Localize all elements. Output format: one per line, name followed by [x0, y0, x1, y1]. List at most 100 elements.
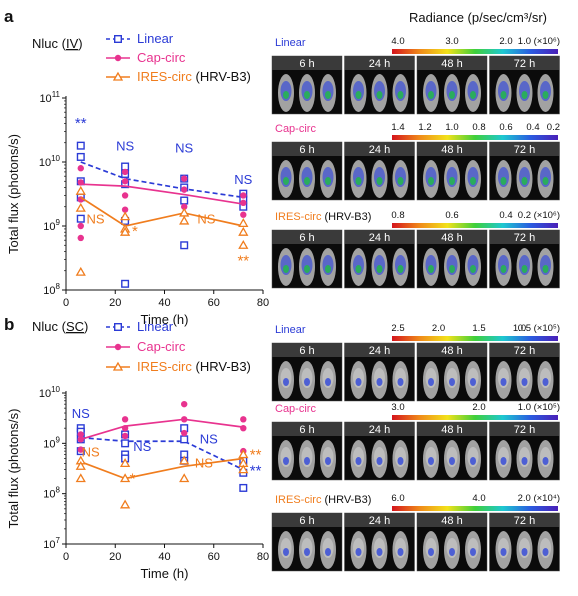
colorbar-tick-label: 2.0 — [472, 402, 485, 413]
legend-entry: Cap-circ — [106, 339, 186, 354]
signal-core — [428, 378, 434, 386]
signal-core — [521, 91, 528, 99]
signal-core — [500, 91, 507, 99]
series-line — [80, 183, 244, 205]
data-point — [77, 436, 84, 443]
signal-core — [428, 457, 434, 465]
signal-core — [500, 177, 507, 185]
signal-core — [376, 91, 383, 99]
imaging-tile: 24 h — [344, 229, 415, 289]
signal-core — [500, 265, 507, 273]
tile-header — [489, 56, 560, 70]
data-point — [238, 449, 249, 459]
signal-core — [542, 378, 549, 386]
imaging-tile: 48 h — [416, 342, 488, 402]
data-point — [77, 179, 84, 186]
tile-header — [417, 142, 487, 156]
significance-annotation: NS — [133, 439, 151, 454]
tile-header — [272, 513, 342, 527]
data-point — [181, 186, 188, 193]
signal-core — [355, 91, 362, 99]
signal-core — [470, 177, 476, 185]
colorbar-tick-label: 1.0 — [513, 323, 526, 334]
signal-core — [325, 457, 331, 465]
legend-label: IRES-circ (HRV-B3) — [137, 69, 251, 84]
timepoint-label: 24 h — [369, 515, 390, 527]
significance-annotation: ** — [250, 446, 262, 463]
data-point — [121, 432, 129, 440]
data-point — [179, 455, 190, 465]
x-tick-label: 60 — [208, 297, 220, 309]
colorbar-tick-label: 3.0 — [391, 402, 404, 413]
data-point — [181, 175, 188, 182]
tile-header — [417, 343, 487, 357]
signal-core — [397, 91, 404, 99]
tile-header — [272, 422, 342, 436]
signal-core — [428, 548, 434, 556]
significance-annotation: ** — [75, 115, 87, 132]
imaging-tile: 6 h — [271, 141, 343, 201]
timepoint-label: 48 h — [441, 144, 462, 156]
tile-header — [489, 230, 560, 244]
tile-header — [417, 422, 487, 436]
colorbar-tick-label: 4.0 — [391, 36, 404, 47]
tile-header — [272, 230, 342, 244]
data-point — [179, 215, 190, 225]
signal-core — [500, 457, 507, 465]
imaging-tile: 48 h — [416, 421, 488, 481]
significance-annotation: NS — [234, 172, 252, 187]
imaging-tile: 72 h — [489, 229, 560, 289]
data-point — [76, 141, 85, 150]
colorbar-tick-label: 1.2 — [418, 122, 431, 133]
signal-core — [397, 265, 404, 273]
colorbar-tick-label: 1.4 — [391, 122, 404, 133]
legend-label: Linear — [137, 319, 174, 334]
timepoint-label: 6 h — [299, 424, 314, 436]
tile-header — [489, 422, 560, 436]
data-point — [75, 266, 86, 276]
signal-core — [304, 177, 310, 185]
y-tick-label: 109 — [43, 218, 60, 233]
data-point — [179, 473, 190, 483]
data-point — [240, 199, 247, 207]
data-point — [119, 458, 131, 468]
significance-annotation: NS — [116, 139, 134, 154]
data-point — [77, 222, 84, 230]
tile-header — [489, 142, 560, 156]
timepoint-label: 6 h — [299, 515, 314, 527]
significance-annotation: NS — [82, 444, 100, 459]
imaging-row: Linear 2.5 2.0 1.5 1.00.5 (×10⁵) 6 h 24 h 48 h 7… — [271, 323, 560, 402]
colorbar-tick-label: 2.0 — [432, 323, 445, 334]
data-point — [240, 416, 247, 423]
legend-marker — [114, 343, 122, 351]
data-point — [121, 178, 129, 185]
imaging-tile: 6 h — [271, 512, 343, 572]
colorbar-tick-label: 3.0 — [445, 36, 458, 47]
imaging-tile: 24 h — [344, 512, 415, 572]
timepoint-label: 72 h — [514, 232, 535, 244]
data-point — [119, 211, 131, 221]
data-point — [121, 439, 130, 448]
signal-core — [376, 548, 383, 556]
signal-core — [283, 378, 289, 386]
signal-core — [355, 457, 362, 465]
colorbar-tick-label: 1.0 — [445, 122, 458, 133]
colorbar-tick-label: 0.6 — [445, 210, 458, 221]
imaging-row-label: IRES-circ (HRV-B3) — [275, 211, 371, 223]
colorbar — [392, 223, 558, 228]
data-point — [121, 192, 129, 199]
chart-title: Nluc (IV) — [32, 36, 83, 51]
x-tick-label: 80 — [257, 551, 269, 563]
signal-core — [304, 91, 310, 99]
imaging-tile: 72 h — [489, 141, 560, 201]
legend-label: Cap-circ — [137, 339, 186, 354]
signal-core — [542, 177, 549, 185]
signal-core — [283, 548, 289, 556]
data-point — [238, 226, 249, 236]
data-point — [121, 206, 129, 213]
y-tick-label: 108 — [43, 486, 60, 501]
x-tick-label: 0 — [63, 297, 69, 309]
data-point — [240, 211, 247, 218]
legend-label: Cap-circ — [137, 50, 186, 65]
colorbar-tick-label: 1.5 — [472, 323, 485, 334]
